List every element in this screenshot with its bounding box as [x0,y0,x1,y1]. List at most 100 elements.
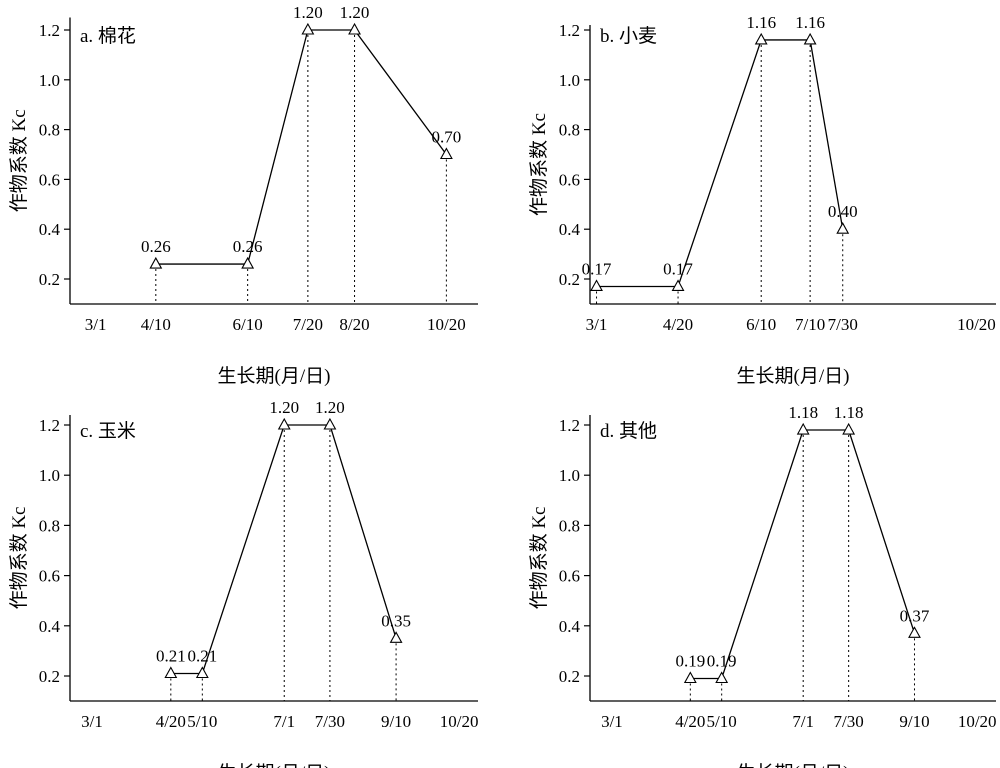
x-tick-label: 9/10 [899,712,929,731]
data-label: 0.17 [663,259,693,278]
data-label: 1.20 [293,3,323,22]
series-line [155,29,447,265]
x-tick-label: 8/20 [339,315,369,334]
x-tick-label: 4/20 [663,315,693,334]
series-line [596,39,844,288]
data-label: 1.16 [795,13,825,32]
chart-panel: 0.2 0.4 0.6 0.8 1.0 1.2 3/1 4/20 5/10 7/1 7/30 9/10… [528,403,997,768]
y-tick-label: 0.4 [559,617,581,636]
y-tick-label: 1.2 [559,21,580,40]
series-line [170,424,397,675]
y-axis-title: 作物系数 Kc [8,109,30,212]
y-tick-label: 1.2 [39,21,60,40]
y-tick-label: 1.2 [39,416,60,435]
panel-label: b. 小麦 [600,25,657,47]
y-tick-label: 0.6 [39,567,60,586]
x-tick-label: 6/10 [746,315,776,334]
x-tick-label: 4/10 [141,315,171,334]
y-tick-label: 1.0 [39,466,60,485]
data-label: 0.37 [900,606,930,625]
y-tick-label: 0.8 [39,516,60,535]
data-label: 0.19 [707,652,737,671]
data-label: 0.70 [432,128,462,147]
data-point-marker [301,22,315,35]
x-tick-label: 9/10 [381,712,411,731]
data-point-marker [754,32,768,45]
data-point-marker [842,422,856,435]
data-point-marker [277,417,291,430]
data-point-marker [439,147,453,160]
x-tick-label: 10/20 [427,315,466,334]
y-tick-label: 0.8 [559,121,580,140]
x-tick-label: 5/10 [187,712,217,731]
data-label: 0.26 [141,237,171,256]
data-point-marker [803,32,817,45]
chart-panel: 0.2 0.4 0.6 0.8 1.0 1.2 3/1 4/10 6/10 7/20 8/20 10/… [8,3,478,387]
panel-label: d. 其他 [600,420,657,442]
y-tick-label: 0.6 [559,567,580,586]
x-tick-label: 10/20 [957,315,996,334]
x-tick-label: 7/30 [834,712,864,731]
y-tick-label: 1.0 [39,71,60,90]
data-point-marker [836,222,850,234]
y-tick-label: 0.2 [39,270,60,289]
y-axis-title: 作物系数 Kc [528,507,550,610]
x-tick-label: 4/20 [675,712,705,731]
data-label: 1.20 [315,398,345,417]
data-label: 0.40 [828,202,858,221]
data-point-marker [323,417,337,430]
x-tick-label: 7/1 [273,712,295,731]
data-label: 1.20 [340,3,370,22]
data-point-marker [195,666,209,679]
data-point-marker [241,256,255,269]
x-tick-label: 3/1 [601,712,623,731]
y-tick-label: 0.4 [39,617,61,636]
y-tick-label: 0.6 [39,170,60,189]
data-label: 0.21 [187,646,217,665]
y-tick-label: 1.2 [559,416,580,435]
y-tick-label: 1.0 [559,466,580,485]
x-tick-label: 3/1 [81,712,103,731]
y-tick-label: 0.8 [39,121,60,140]
x-tick-label: 4/20 [156,712,186,731]
x-axis-title: 生长期(月/日) [218,762,331,768]
y-tick-label: 0.2 [39,667,60,686]
series-line [690,429,916,680]
x-tick-label: 7/30 [315,712,345,731]
data-point-marker [149,256,163,269]
data-point-marker [164,666,178,679]
data-point-marker [671,279,685,292]
data-label: 1.16 [746,13,776,32]
x-axis-title: 生长期(月/日) [737,365,850,387]
data-point-marker [348,22,361,35]
y-tick-label: 0.2 [559,667,580,686]
x-tick-label: 3/1 [85,315,107,334]
data-label: 0.35 [381,611,411,630]
y-tick-label: 1.0 [559,71,580,90]
data-point-marker [796,422,810,435]
x-tick-label: 10/20 [440,712,479,731]
data-label: 1.20 [269,398,299,417]
panel-label: c. 玉米 [80,420,136,442]
data-point-marker [389,631,403,643]
y-axis-title: 作物系数 Kc [528,113,550,216]
x-tick-label: 6/10 [233,315,263,334]
data-label: 0.17 [582,259,612,278]
x-tick-label: 7/20 [293,315,323,334]
x-tick-label: 7/1 [792,712,814,731]
x-tick-label: 3/1 [586,315,608,334]
x-tick-label: 7/10 [795,315,825,334]
x-tick-label: 7/30 [828,315,858,334]
data-point-marker [715,671,729,684]
data-label: 1.18 [834,403,864,422]
y-axis-title: 作物系数 Kc [8,507,30,610]
y-tick-label: 0.2 [559,270,580,289]
y-tick-label: 0.8 [559,516,580,535]
data-point-marker [683,671,697,684]
x-tick-label: 5/10 [707,712,737,731]
x-tick-label: 10/20 [958,712,997,731]
data-label: 0.19 [675,652,705,671]
data-point-marker [590,279,603,292]
x-axis-title: 生长期(月/日) [218,365,331,387]
